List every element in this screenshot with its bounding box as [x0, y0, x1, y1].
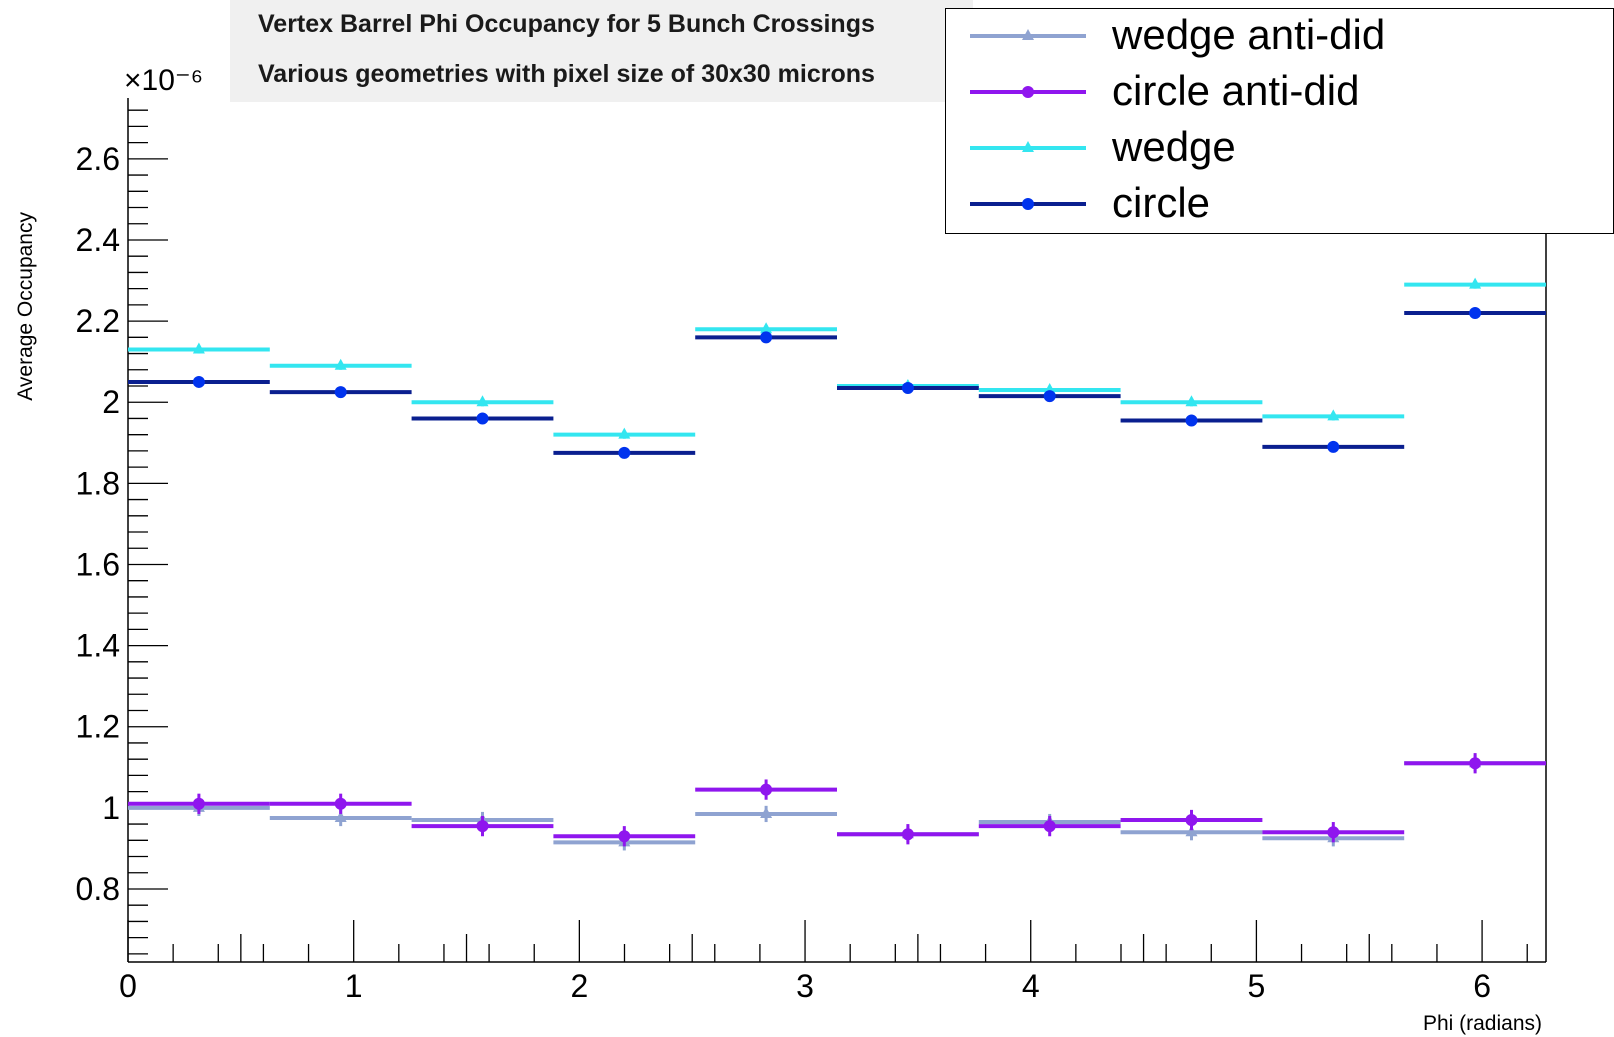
y-tick-label: 1	[102, 790, 120, 826]
x-tick-label: 4	[1022, 968, 1040, 1004]
x-tick-label: 3	[796, 968, 814, 1004]
chart-title: Vertex Barrel Phi Occupancy for 5 Bunch …	[258, 10, 875, 38]
data-point	[901, 382, 914, 395]
plot-area	[128, 277, 1546, 851]
series-circle	[128, 306, 1546, 459]
data-point	[334, 386, 347, 399]
y-tick-label: 2	[102, 384, 120, 420]
data-point	[476, 412, 489, 425]
legend-marker	[1022, 86, 1034, 98]
data-point	[192, 375, 205, 388]
x-tick-label: 2	[570, 968, 588, 1004]
data-point	[1327, 826, 1340, 839]
legend-label: wedge anti-did	[1112, 11, 1386, 58]
legend-entry: circle	[946, 177, 1613, 233]
y-tick-label: 1.6	[76, 546, 120, 582]
chart-subtitle: Various geometries with pixel size of 30…	[258, 60, 875, 88]
y-tick-label: 1.8	[76, 465, 120, 501]
legend-swatch	[970, 141, 1086, 152]
legend-label: circle anti-did	[1112, 67, 1360, 114]
data-point	[334, 358, 347, 370]
data-point	[1185, 825, 1198, 837]
data-point	[1185, 814, 1198, 827]
data-point	[476, 395, 489, 407]
y-axis-multiplier: ×10⁻⁶	[124, 64, 203, 97]
y-axis-title: Average Occupancy	[14, 212, 37, 401]
y-tick-label: 0.8	[76, 871, 120, 907]
x-tick-label: 5	[1248, 968, 1266, 1004]
y-tick-label: 2.6	[76, 141, 120, 177]
data-point	[618, 446, 631, 459]
data-point	[334, 811, 347, 822]
data-point	[901, 828, 914, 841]
legend-swatch	[970, 29, 1086, 40]
legend-label: circle	[1112, 179, 1211, 226]
data-point	[1327, 409, 1340, 421]
data-point	[1185, 395, 1198, 407]
legend-marker	[1022, 198, 1034, 210]
data-point	[1327, 440, 1340, 453]
data-point	[1043, 390, 1056, 403]
data-point	[760, 322, 773, 334]
legend-swatch	[970, 198, 1086, 210]
data-point	[760, 806, 773, 818]
data-point	[618, 427, 631, 439]
legend-entry: circle anti-did	[946, 65, 1613, 121]
legend: wedge anti-did circle anti-did wedge circle	[945, 8, 1614, 234]
data-point	[1469, 277, 1482, 289]
legend-entry: wedge anti-did	[946, 9, 1613, 65]
series-circle-anti-did	[128, 753, 1546, 847]
legend-marker	[1022, 29, 1034, 40]
x-tick-label: 6	[1473, 968, 1491, 1004]
data-point	[1469, 757, 1482, 770]
legend-entry: wedge	[946, 121, 1613, 177]
legend-label: wedge	[1112, 123, 1236, 170]
data-point	[192, 342, 205, 354]
data-point	[1043, 820, 1056, 833]
data-point	[476, 820, 489, 833]
x-tick-label: 0	[119, 968, 137, 1004]
legend-swatch	[970, 86, 1086, 98]
series-wedge	[128, 277, 1546, 439]
data-point	[334, 797, 347, 810]
data-point	[760, 331, 773, 344]
y-tick-label: 1.2	[76, 709, 120, 745]
data-point	[618, 830, 631, 843]
legend-marker	[1022, 141, 1034, 152]
data-point	[760, 783, 773, 796]
data-point	[1185, 414, 1198, 427]
title-box: Vertex Barrel Phi Occupancy for 5 Bunch …	[230, 0, 973, 102]
y-tick-label: 1.4	[76, 628, 120, 664]
data-point	[1469, 306, 1482, 319]
data-point	[192, 797, 205, 810]
x-tick-label: 1	[345, 968, 363, 1004]
x-axis-title: Phi (radians)	[1423, 1012, 1542, 1035]
y-tick-label: 2.4	[76, 222, 120, 258]
y-tick-label: 2.2	[76, 303, 120, 339]
